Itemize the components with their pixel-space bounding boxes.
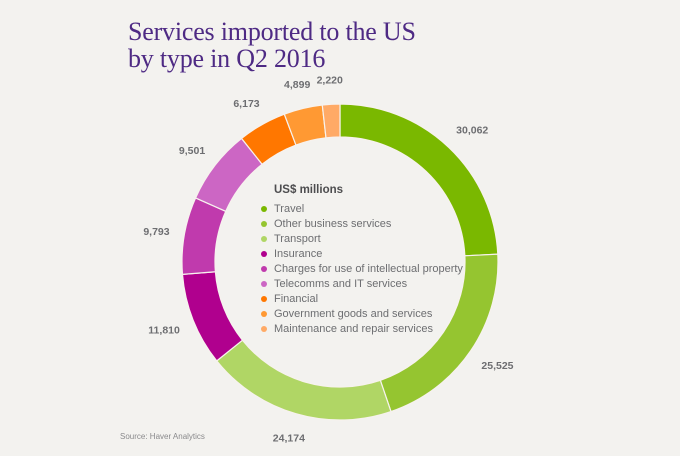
- legend-item: Travel: [261, 201, 463, 216]
- legend-label: Maintenance and repair services: [274, 322, 433, 335]
- value-label: 9,793: [143, 226, 169, 238]
- legend-item: Financial: [261, 291, 463, 306]
- legend-item: Transport: [261, 231, 463, 246]
- legend-label: Other business services: [274, 217, 392, 230]
- value-label: 30,062: [456, 124, 488, 136]
- source-note: Source: Haver Analytics: [120, 432, 205, 441]
- donut-slices: [181, 103, 499, 421]
- chart-title-line-1: Services imported to the US: [128, 17, 416, 46]
- value-label: 2,220: [317, 74, 343, 86]
- legend-swatch: [261, 295, 267, 302]
- legend-label: Travel: [274, 202, 305, 215]
- legend-label: Transport: [274, 232, 321, 245]
- slice-charges-for-use-of-intellectual-property: [181, 197, 227, 276]
- slice-insurance: [181, 271, 244, 362]
- chart-title: Services imported to the US by type in Q…: [128, 18, 416, 72]
- legend-item: Government goods and services: [261, 306, 463, 321]
- legend-items: Travel Other business services Transport In…: [261, 201, 463, 336]
- value-label: 4,899: [284, 79, 310, 91]
- value-label: 11,810: [148, 324, 180, 336]
- legend-label: Telecomms and IT services: [274, 277, 408, 290]
- legend-swatch: [261, 205, 267, 212]
- legend-swatch: [261, 265, 267, 272]
- legend-swatch: [261, 280, 267, 287]
- legend-swatch: [261, 220, 267, 227]
- legend-label: Charges for use of intellectual property: [274, 262, 463, 275]
- legend-item: Telecomms and IT services: [261, 276, 463, 291]
- legend-swatch: [261, 235, 267, 242]
- legend-label: Government goods and services: [274, 307, 433, 320]
- slice-transport: [215, 339, 392, 421]
- legend: US$ millions Travel Other business servic…: [261, 184, 463, 336]
- legend-swatch: [261, 325, 267, 332]
- legend-swatch: [261, 250, 267, 257]
- value-label: 25,525: [481, 360, 513, 372]
- value-label: 9,501: [179, 145, 205, 157]
- legend-item: Maintenance and repair services: [261, 321, 463, 336]
- legend-label: Financial: [274, 292, 319, 305]
- legend-label: Insurance: [274, 247, 323, 260]
- chart-title-line-2: by type in Q2 2016: [128, 44, 326, 73]
- value-labels: 30,062 25,525 24,174 11,810 9,793 9,501 6,173 4…: [143, 74, 513, 444]
- value-label: 24,174: [273, 433, 305, 445]
- legend-title: US$ millions: [274, 184, 344, 196]
- legend-item: Insurance: [261, 246, 463, 261]
- value-label: 6,173: [233, 98, 259, 110]
- legend-item: Other business services: [261, 216, 463, 231]
- legend-item: Charges for use of intellectual property: [261, 261, 463, 276]
- slice-maintenance-and-repair-services: [321, 103, 341, 139]
- legend-swatch: [261, 310, 267, 317]
